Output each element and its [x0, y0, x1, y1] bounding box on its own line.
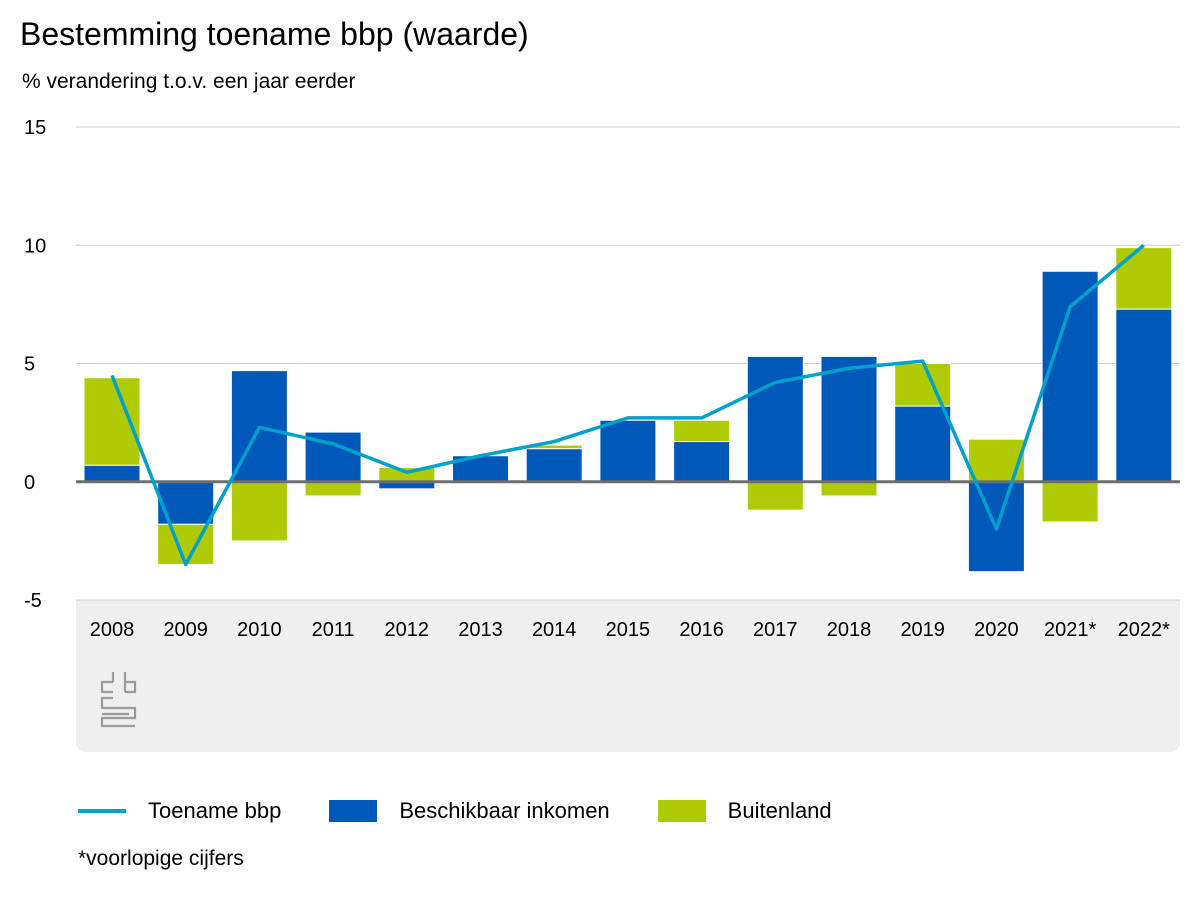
bar-buitenland — [673, 419, 731, 443]
bar-buitenland — [1041, 481, 1099, 523]
x-tick-label: 2019 — [900, 619, 945, 641]
x-tick-label: 2015 — [606, 619, 651, 641]
bar-beschikbaar-inkomen — [83, 464, 141, 483]
bar-buitenland — [1115, 247, 1173, 310]
x-tick-label: 2008 — [90, 619, 135, 641]
legend-label: Beschikbaar inkomen — [399, 798, 610, 823]
bar-beschikbaar-inkomen — [525, 448, 583, 483]
x-tick-label: 2012 — [385, 619, 430, 641]
legend-label: Toename bbp — [148, 798, 282, 823]
x-tick-label: 2017 — [753, 619, 798, 641]
bar-buitenland — [746, 481, 804, 511]
bar-beschikbaar-inkomen — [673, 441, 731, 483]
x-tick-label: 2022* — [1118, 619, 1170, 641]
x-tick-labels: 2008 2009 2010 2011 2012 2013 2014 2015 2016 2017… — [90, 619, 1170, 641]
x-tick-label: 2018 — [827, 619, 872, 641]
legend-item-toename-bbp: Toename bbp — [78, 798, 281, 824]
bar-buitenland — [230, 481, 288, 542]
x-tick-label: 2020 — [974, 619, 1019, 641]
bbp-line — [110, 243, 1145, 567]
bar-beschikbaar-inkomen — [820, 355, 878, 483]
bar-beschikbaar-inkomen — [1041, 270, 1099, 483]
bar-buitenland — [894, 363, 952, 407]
x-tick-label: 2011 — [312, 619, 355, 641]
y-tick-label: 10 — [24, 235, 46, 257]
x-tick-label: 2014 — [532, 619, 577, 641]
y-tick-label: 15 — [24, 117, 46, 139]
x-tick-label: 2010 — [237, 619, 282, 641]
footnote: *voorlopige cijfers — [78, 847, 244, 870]
bar-beschikbaar-inkomen — [599, 419, 657, 483]
grid-lines — [76, 126, 1180, 601]
legend-swatch-box — [329, 800, 378, 822]
bar-buitenland — [378, 467, 436, 483]
bar-beschikbaar-inkomen — [894, 405, 952, 483]
bar-beschikbaar-inkomen — [746, 355, 804, 483]
x-tick-label: 2021* — [1044, 619, 1096, 641]
legend-swatch-box — [657, 800, 706, 822]
legend-item-buitenland: Buitenland — [657, 798, 832, 824]
bars — [83, 247, 1173, 573]
y-tick-label: 5 — [24, 354, 35, 376]
line-toename-bbp — [110, 243, 1145, 567]
chart-subtitle: % verandering t.o.v. een jaar eerder — [22, 70, 356, 93]
legend-item-beschikbaar-inkomen: Beschikbaar inkomen — [329, 798, 610, 824]
x-tick-label: 2009 — [163, 619, 208, 641]
x-tick-label: 2013 — [458, 619, 503, 641]
y-tick-labels: 15 10 5 0 -5 — [24, 117, 46, 612]
legend-swatch-line — [78, 809, 126, 813]
y-tick-label: -5 — [24, 590, 42, 612]
bar-buitenland — [304, 481, 362, 497]
x-tick-label: 2016 — [679, 619, 724, 641]
y-tick-label: 0 — [24, 472, 35, 494]
x-axis-panel — [76, 600, 1180, 752]
cbs-logo — [100, 672, 137, 728]
legend: Toename bbp Beschikbaar inkomen Buitenla… — [78, 798, 880, 824]
bar-buitenland — [820, 481, 878, 497]
legend-label: Buitenland — [727, 798, 832, 823]
bar-beschikbaar-inkomen — [1115, 308, 1173, 483]
chart-title: Bestemming toename bbp (waarde) — [20, 16, 529, 52]
